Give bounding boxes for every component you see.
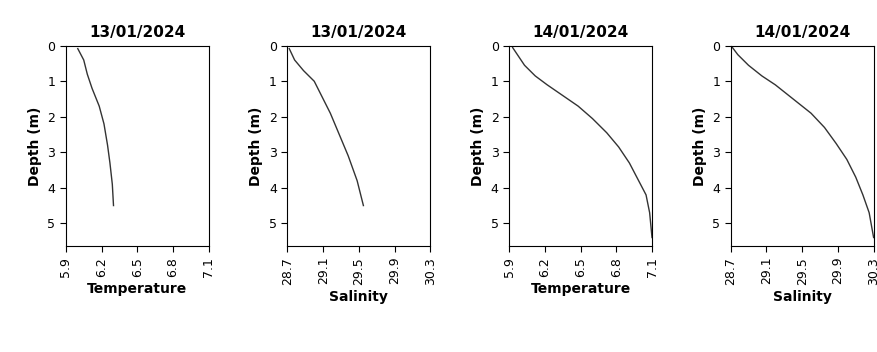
X-axis label: Temperature: Temperature xyxy=(87,282,188,296)
X-axis label: Salinity: Salinity xyxy=(329,290,388,304)
X-axis label: Temperature: Temperature xyxy=(530,282,630,296)
Y-axis label: Depth (m): Depth (m) xyxy=(249,106,263,186)
Y-axis label: Depth (m): Depth (m) xyxy=(692,106,706,186)
Title: 13/01/2024: 13/01/2024 xyxy=(89,25,185,40)
Title: 14/01/2024: 14/01/2024 xyxy=(753,25,849,40)
X-axis label: Salinity: Salinity xyxy=(772,290,831,304)
Title: 13/01/2024: 13/01/2024 xyxy=(310,25,407,40)
Y-axis label: Depth (m): Depth (m) xyxy=(471,106,484,186)
Title: 14/01/2024: 14/01/2024 xyxy=(531,25,628,40)
Y-axis label: Depth (m): Depth (m) xyxy=(28,106,42,186)
